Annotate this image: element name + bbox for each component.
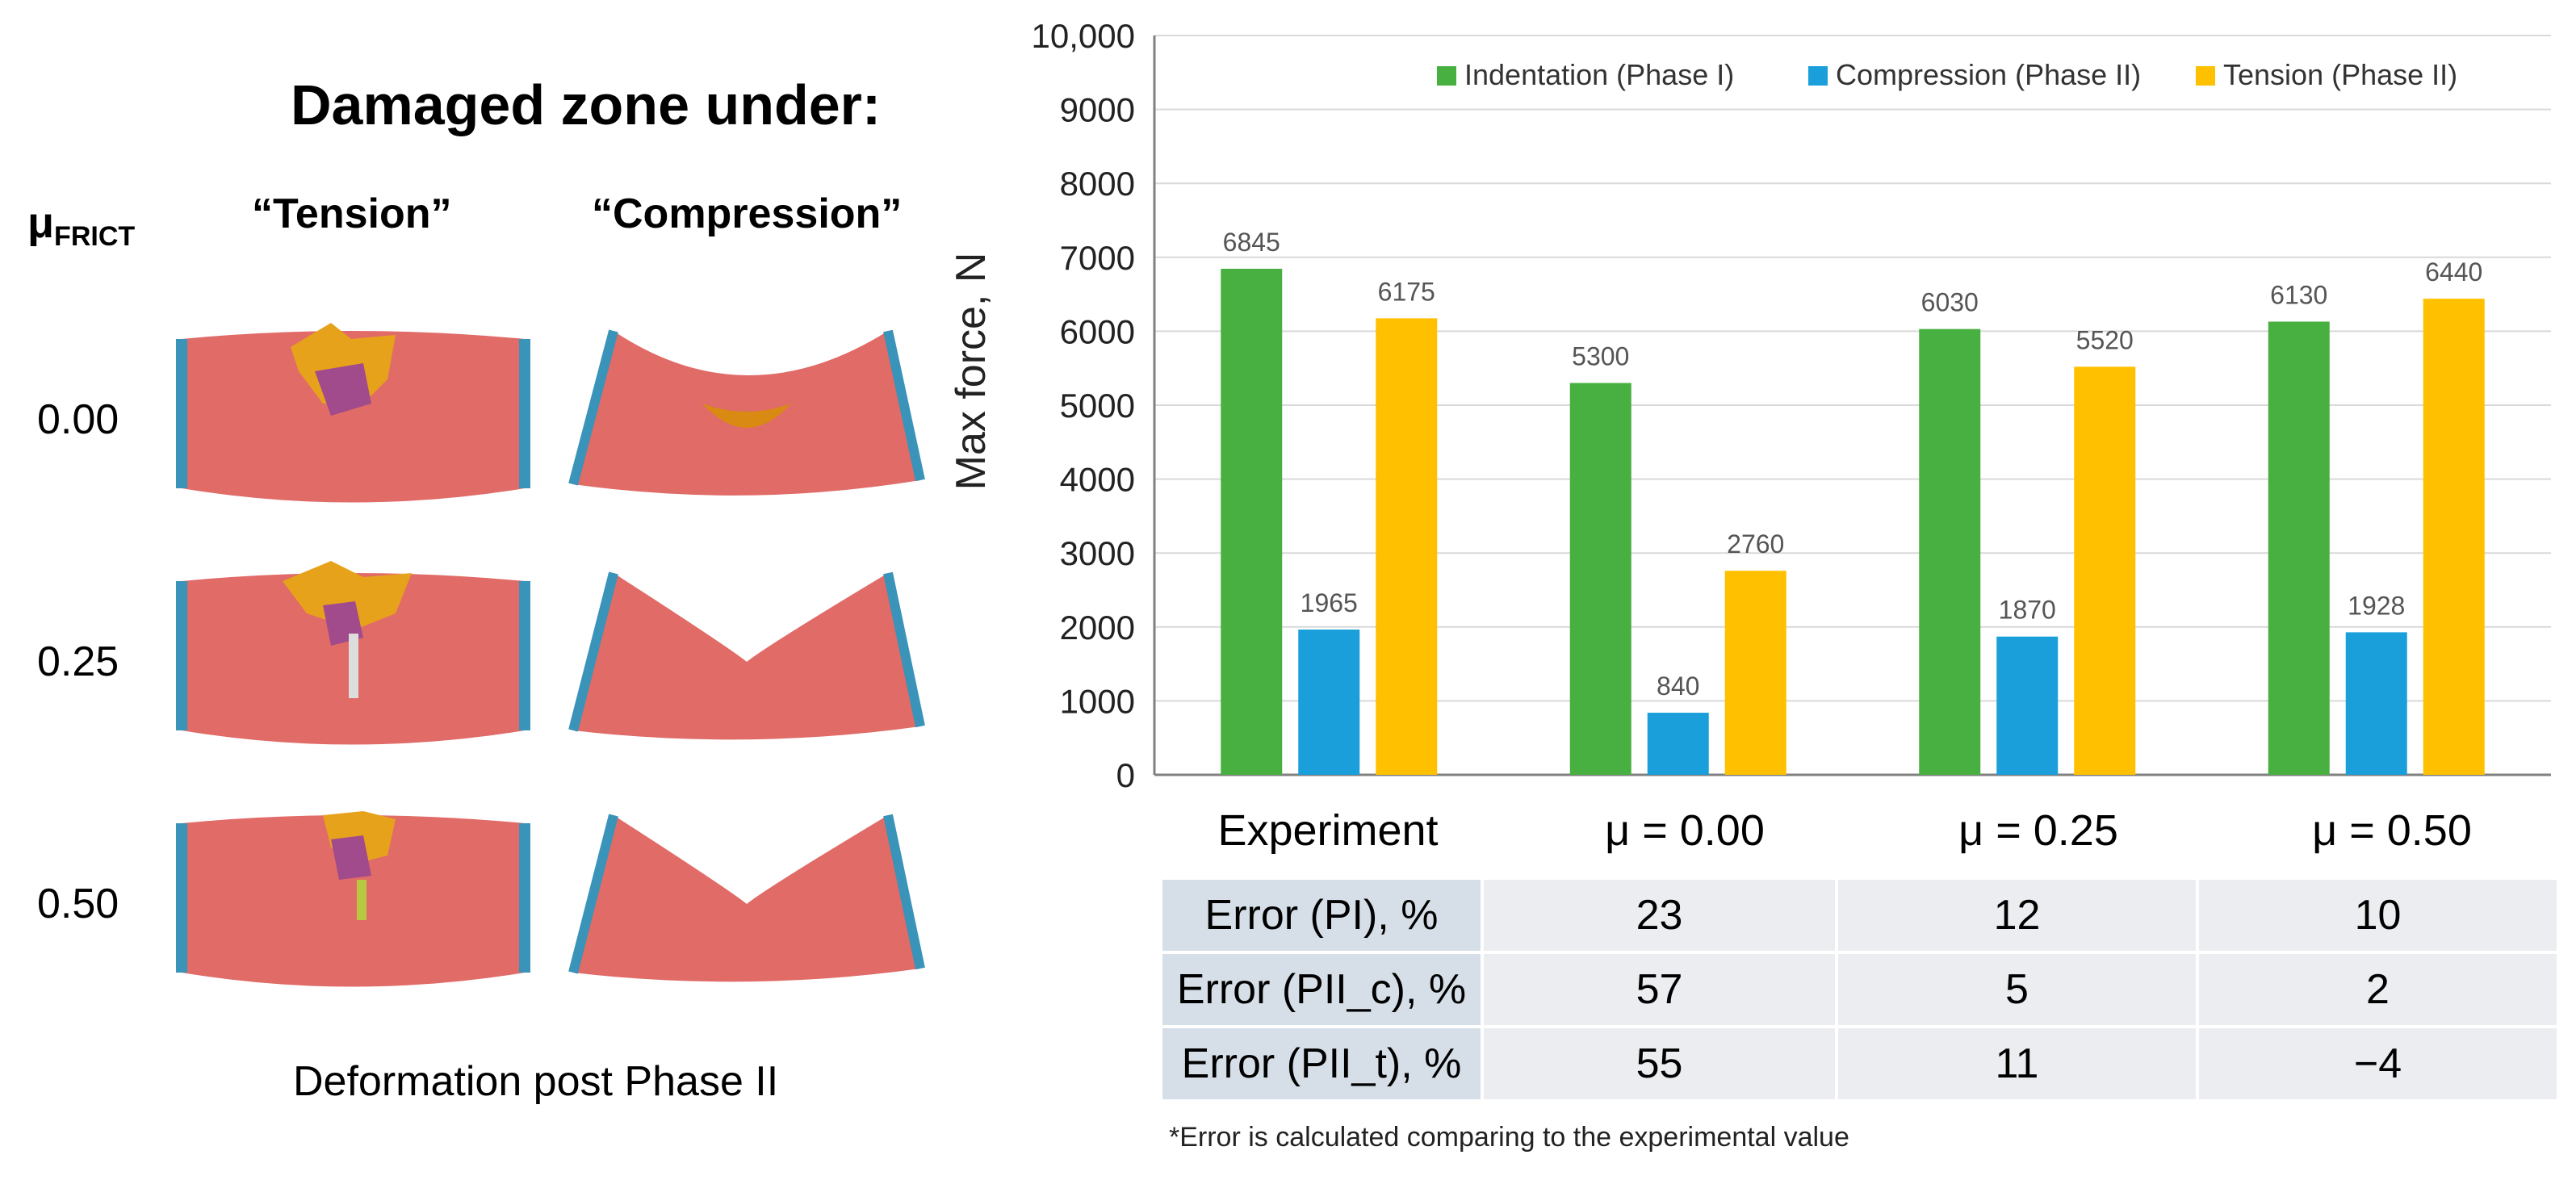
bar	[2423, 299, 2485, 775]
y-axis-label: Max force, N	[948, 253, 995, 491]
error-cell-pii-t-2: −4	[2199, 1028, 2557, 1099]
category-label-2: μ = 0.25	[1958, 806, 2118, 855]
data-label: 6130	[2270, 280, 2327, 309]
data-label: 6175	[1378, 277, 1435, 306]
error-row-label-pii-c: Error (PII_c), %	[1162, 954, 1481, 1025]
category-label-0: Experiment	[1217, 806, 1439, 855]
mu-symbol: μ	[27, 199, 55, 247]
data-label: 6440	[2425, 257, 2482, 287]
legend-swatch	[1808, 66, 1828, 86]
data-label: 6030	[1921, 288, 1979, 317]
data-label: 1928	[2348, 591, 2405, 620]
bar	[1569, 383, 1631, 775]
compression-specimen-0-25	[568, 571, 925, 740]
tension-column-header: “Tension”	[252, 190, 452, 237]
legend-swatch	[1437, 66, 1456, 86]
error-cell-pi-2: 10	[2199, 880, 2557, 951]
bar	[1221, 268, 1283, 775]
bars	[1221, 268, 2485, 776]
compression-column-header: “Compression”	[592, 190, 903, 237]
error-cell-pii-c-1: 5	[1838, 954, 2196, 1025]
y-tick-label: 1000	[1060, 682, 1135, 720]
tension-specimen-0-50	[176, 811, 530, 987]
error-row-label-pii-t: Error (PII_t), %	[1162, 1028, 1481, 1099]
gridlines	[1153, 35, 2551, 776]
damaged-zone-title: Damaged zone under:	[291, 73, 882, 136]
tension-specimen-0-25	[176, 561, 530, 745]
y-tick-labels: 0 1000 2000 3000 4000 5000 6000 7000 8000 9000 10,…	[1032, 17, 1135, 794]
category-label-1: μ = 0.00	[1605, 806, 1765, 855]
y-tick-label: 4000	[1060, 461, 1135, 499]
data-label: 1965	[1301, 588, 1358, 617]
legend-label: Compression (Phase II)	[1836, 58, 2141, 91]
error-cell-pii-t-1: 11	[1838, 1028, 2196, 1099]
y-tick-label: 6000	[1060, 312, 1135, 350]
error-cell-pi-0: 23	[1484, 880, 1835, 951]
deformation-caption: Deformation post Phase II	[293, 1058, 779, 1105]
bar	[1996, 636, 2059, 775]
y-tick-label: 7000	[1060, 239, 1135, 277]
bar	[1376, 318, 1438, 775]
legend-label: Tension (Phase II)	[2223, 58, 2457, 91]
y-tick-label: 3000	[1060, 534, 1135, 572]
y-tick-label: 9000	[1060, 91, 1135, 129]
bar	[1298, 630, 1360, 775]
error-row-label-pi: Error (PI), %	[1162, 880, 1481, 951]
error-cell-pii-t-0: 55	[1484, 1028, 1835, 1099]
mu-subscript: FRICT	[54, 221, 136, 252]
data-label: 5520	[2076, 325, 2134, 354]
legend-label: Indentation (Phase I)	[1464, 58, 1734, 91]
bar	[1919, 328, 1981, 776]
bar	[2268, 321, 2330, 775]
error-footnote: *Error is calculated comparing to the ex…	[1169, 1122, 1849, 1153]
mu-frict-header: μFRICT	[27, 198, 135, 253]
error-cell-pii-c-2: 2	[2199, 954, 2557, 1025]
bar	[1647, 713, 1709, 775]
data-label: 1870	[1999, 596, 2056, 625]
category-label-3: μ = 0.50	[2312, 806, 2472, 855]
data-label: 5300	[1572, 342, 1629, 371]
y-tick-label: 0	[1116, 756, 1135, 794]
compression-specimen-0-50	[568, 814, 925, 982]
max-force-bar-chart: 0 1000 2000 3000 4000 5000 6000 7000 8000 9000 10,…	[948, 17, 2551, 794]
error-cell-pii-c-0: 57	[1484, 954, 1835, 1025]
legend-swatch	[2196, 66, 2215, 86]
y-tick-label: 8000	[1060, 165, 1135, 203]
data-label: 6845	[1223, 228, 1280, 257]
bar	[2345, 632, 2407, 775]
mu-value-row-2: 0.25	[37, 638, 119, 685]
y-tick-label: 5000	[1060, 387, 1135, 425]
mu-value-row-1: 0.00	[37, 396, 119, 443]
mu-value-row-3: 0.50	[37, 881, 119, 927]
error-cell-pi-1: 12	[1838, 880, 2196, 951]
bar	[1724, 571, 1786, 775]
data-labels: 6845 1965 6175 5300 840 2760 6030 1870 5520 6130 1…	[1223, 228, 2483, 701]
y-tick-label: 2000	[1060, 609, 1135, 646]
y-tick-label: 10,000	[1032, 17, 1135, 55]
legend: Indentation (Phase I) Compression (Phase …	[1437, 58, 2457, 91]
data-label: 840	[1657, 672, 1699, 701]
tension-specimen-0-00	[176, 323, 530, 503]
data-label: 2760	[1727, 529, 1784, 559]
compression-specimen-0-00	[568, 329, 925, 496]
bar	[2074, 366, 2136, 775]
